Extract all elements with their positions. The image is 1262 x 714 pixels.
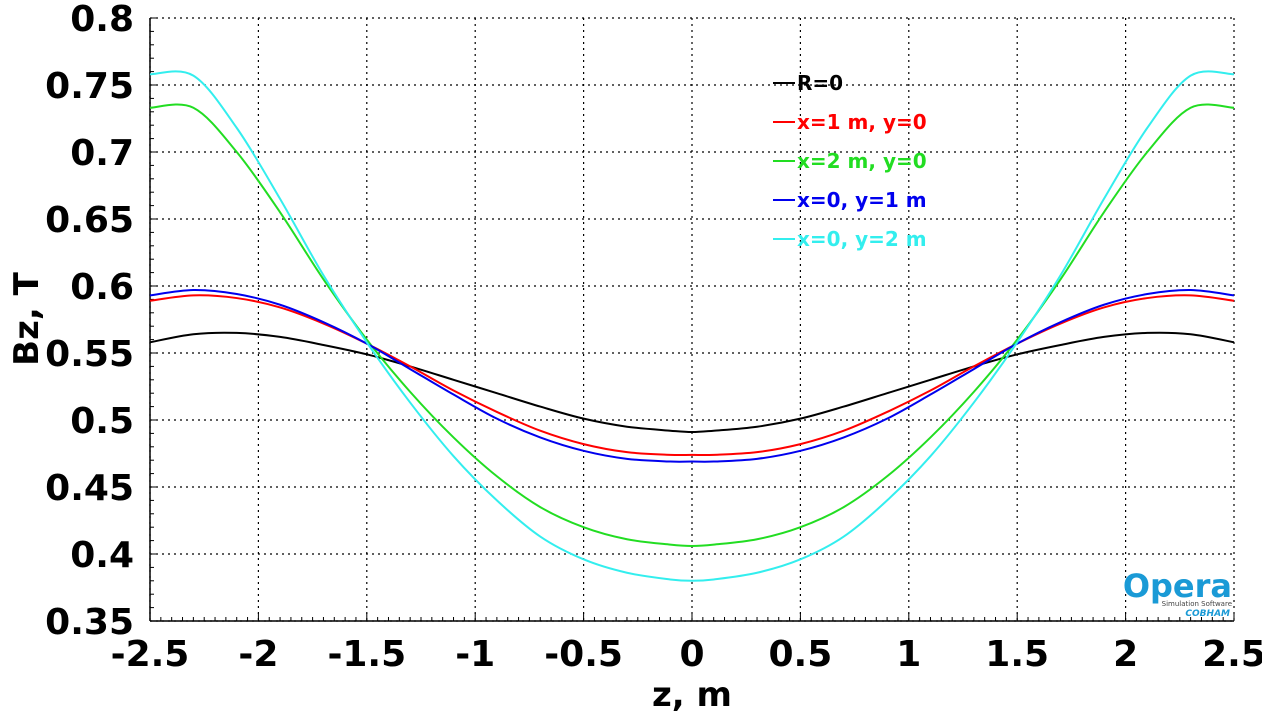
x-tick-labels: -2.5 -2 -1.5 -1 -0.5 0 0.5 1 1.5 2 2.5 <box>111 634 1262 675</box>
legend-label: x=2 m, y=0 <box>797 149 927 173</box>
y-tick-label: 0.5 <box>70 401 134 442</box>
series-line-3 <box>149 289 1235 463</box>
x-tick-label: -2 <box>238 634 278 675</box>
x-tick-label: 0 <box>679 634 704 675</box>
x-tick-label: -2.5 <box>111 634 190 675</box>
opera-logo: Opera Simulation Software COBHAM <box>1123 567 1232 619</box>
logo-wordmark: Opera <box>1123 567 1232 605</box>
y-tick-label: 0.4 <box>70 535 134 576</box>
x-tick-label: 1 <box>896 634 921 675</box>
series-line-0 <box>149 331 1235 434</box>
y-axis-title: Bz, T <box>7 271 47 365</box>
y-tick-label: 0.8 <box>70 0 134 40</box>
legend: R=0 x=1 m, y=0 x=2 m, y=0 x=0, y=1 m x=0, y=… <box>773 71 927 251</box>
x-tick-label: 2 <box>1113 634 1138 675</box>
x-tick-label: -1 <box>455 634 495 675</box>
x-tick-label: 0.5 <box>769 634 833 675</box>
x-tick-label: -1.5 <box>327 634 406 675</box>
legend-label: x=1 m, y=0 <box>797 110 927 134</box>
series-group <box>149 70 1235 582</box>
legend-label: x=0, y=2 m <box>797 227 927 251</box>
logo-subtitle: Simulation Software <box>1162 600 1232 608</box>
logo-brand: COBHAM <box>1185 609 1230 619</box>
y-tick-label: 0.45 <box>45 468 134 509</box>
x-tick-label: 2.5 <box>1202 634 1262 675</box>
y-tick-label: 0.7 <box>70 133 134 174</box>
series-line-4 <box>149 70 1235 582</box>
legend-label: x=0, y=1 m <box>797 188 927 212</box>
y-tick-label: 0.75 <box>45 66 134 107</box>
x-tick-label: 1.5 <box>985 634 1049 675</box>
y-tick-label: 0.6 <box>70 267 134 308</box>
y-tick-labels: 0.35 0.4 0.45 0.5 0.55 0.6 0.65 0.7 0.75 0.8 <box>45 0 134 643</box>
y-tick-label: 0.35 <box>45 602 134 643</box>
y-tick-label: 0.55 <box>45 334 134 375</box>
legend-label: R=0 <box>797 71 843 95</box>
series-line-2 <box>149 103 1235 547</box>
x-axis-title: z, m <box>652 675 732 714</box>
y-tick-label: 0.65 <box>45 200 134 241</box>
x-tick-label: -0.5 <box>544 634 623 675</box>
